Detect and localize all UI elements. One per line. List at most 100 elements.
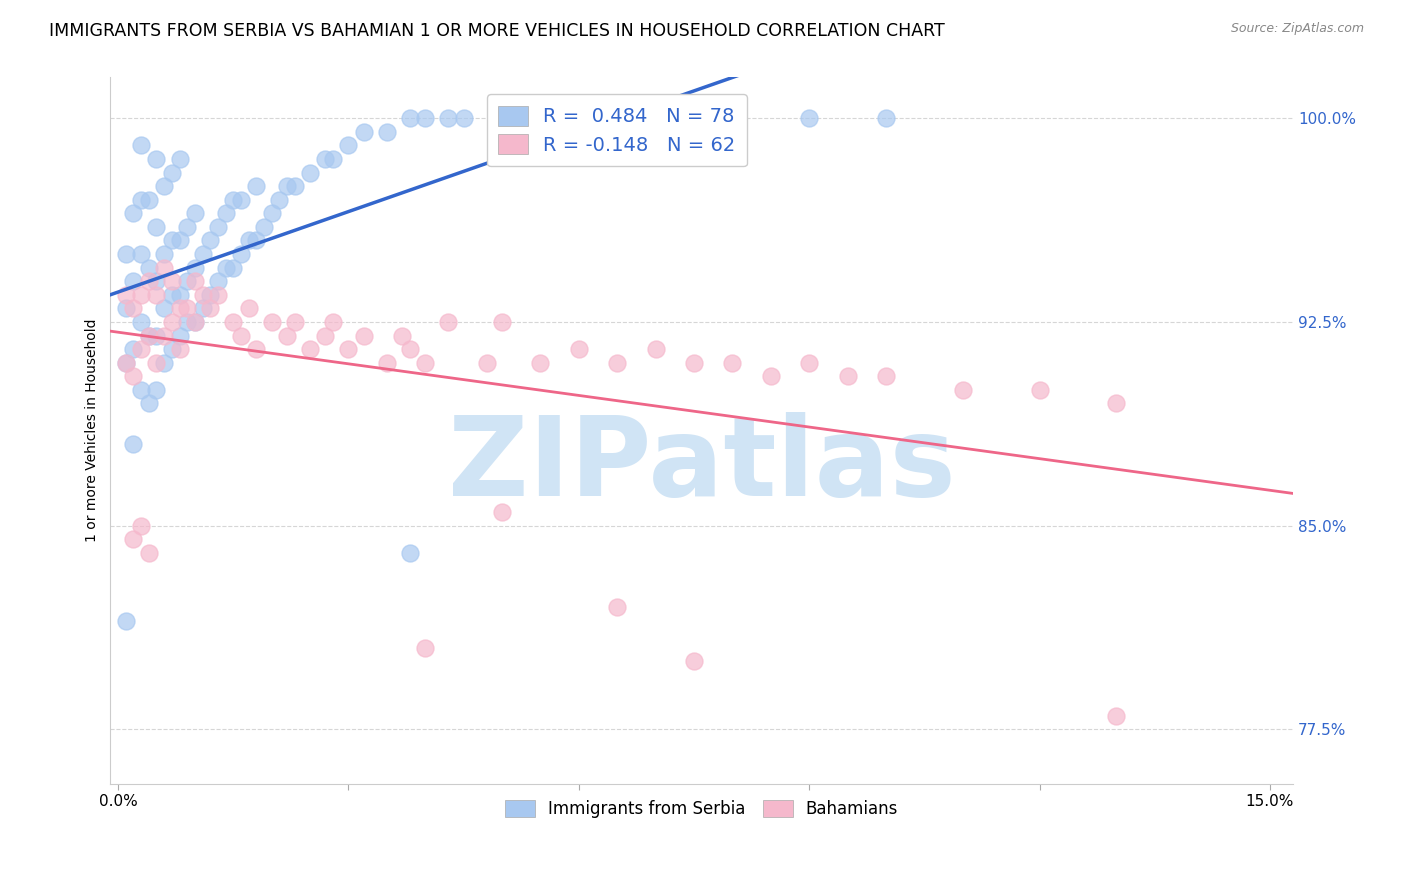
Point xyxy=(200,287,222,301)
Point xyxy=(437,111,460,125)
Point xyxy=(129,287,152,301)
Point xyxy=(260,206,283,220)
Point xyxy=(529,111,551,125)
Point xyxy=(176,219,198,234)
Legend: Immigrants from Serbia, Bahamians: Immigrants from Serbia, Bahamians xyxy=(499,793,905,825)
Point xyxy=(260,315,283,329)
Point xyxy=(222,260,245,275)
Point xyxy=(145,152,167,166)
Point xyxy=(284,315,307,329)
Point xyxy=(413,640,436,655)
Point xyxy=(160,315,183,329)
Point xyxy=(375,125,398,139)
Point xyxy=(114,614,136,628)
Point xyxy=(399,111,422,125)
Point xyxy=(129,315,152,329)
Point xyxy=(191,287,214,301)
Point xyxy=(683,111,706,125)
Point xyxy=(491,315,513,329)
Point xyxy=(184,274,207,288)
Point xyxy=(129,383,152,397)
Point xyxy=(138,260,160,275)
Point xyxy=(160,165,183,179)
Point xyxy=(176,274,198,288)
Point xyxy=(644,342,666,356)
Point xyxy=(276,179,298,194)
Point xyxy=(138,193,160,207)
Point xyxy=(153,356,176,370)
Point xyxy=(437,315,460,329)
Point xyxy=(122,342,145,356)
Point xyxy=(153,301,176,316)
Point xyxy=(413,111,436,125)
Point xyxy=(683,356,706,370)
Point xyxy=(145,287,167,301)
Point xyxy=(314,328,336,343)
Point xyxy=(207,219,229,234)
Point xyxy=(238,301,260,316)
Point xyxy=(229,193,252,207)
Point xyxy=(222,315,245,329)
Point xyxy=(606,600,628,615)
Point xyxy=(129,247,152,261)
Point xyxy=(952,383,974,397)
Point xyxy=(875,111,897,125)
Point xyxy=(169,328,191,343)
Point xyxy=(153,179,176,194)
Point xyxy=(122,206,145,220)
Point xyxy=(184,260,207,275)
Point xyxy=(160,234,183,248)
Point xyxy=(184,315,207,329)
Point xyxy=(114,301,136,316)
Point xyxy=(238,234,260,248)
Point xyxy=(129,138,152,153)
Point xyxy=(191,247,214,261)
Point xyxy=(229,328,252,343)
Point xyxy=(169,234,191,248)
Point xyxy=(122,274,145,288)
Point xyxy=(229,247,252,261)
Point xyxy=(1105,708,1128,723)
Point xyxy=(138,274,160,288)
Point xyxy=(153,260,176,275)
Point xyxy=(721,356,744,370)
Point xyxy=(145,356,167,370)
Point xyxy=(322,152,344,166)
Point xyxy=(138,328,160,343)
Point xyxy=(837,369,859,384)
Point xyxy=(169,152,191,166)
Point xyxy=(129,193,152,207)
Point xyxy=(245,234,267,248)
Point xyxy=(169,301,191,316)
Point xyxy=(145,219,167,234)
Point xyxy=(153,328,176,343)
Point xyxy=(1028,383,1050,397)
Point xyxy=(413,356,436,370)
Point xyxy=(491,111,513,125)
Point xyxy=(399,546,422,560)
Point xyxy=(269,193,291,207)
Point xyxy=(284,179,307,194)
Point xyxy=(114,287,136,301)
Point xyxy=(114,356,136,370)
Point xyxy=(253,219,276,234)
Point xyxy=(114,247,136,261)
Point xyxy=(145,328,167,343)
Point xyxy=(568,111,591,125)
Point xyxy=(529,356,551,370)
Point xyxy=(1105,396,1128,410)
Point xyxy=(129,342,152,356)
Point xyxy=(683,655,706,669)
Point xyxy=(160,287,183,301)
Point xyxy=(129,518,152,533)
Point xyxy=(568,342,591,356)
Point xyxy=(391,328,413,343)
Point xyxy=(222,193,245,207)
Point xyxy=(160,274,183,288)
Point xyxy=(114,356,136,370)
Point xyxy=(606,111,628,125)
Text: IMMIGRANTS FROM SERBIA VS BAHAMIAN 1 OR MORE VEHICLES IN HOUSEHOLD CORRELATION C: IMMIGRANTS FROM SERBIA VS BAHAMIAN 1 OR … xyxy=(49,22,945,40)
Point xyxy=(245,179,267,194)
Point xyxy=(245,342,267,356)
Point xyxy=(122,533,145,547)
